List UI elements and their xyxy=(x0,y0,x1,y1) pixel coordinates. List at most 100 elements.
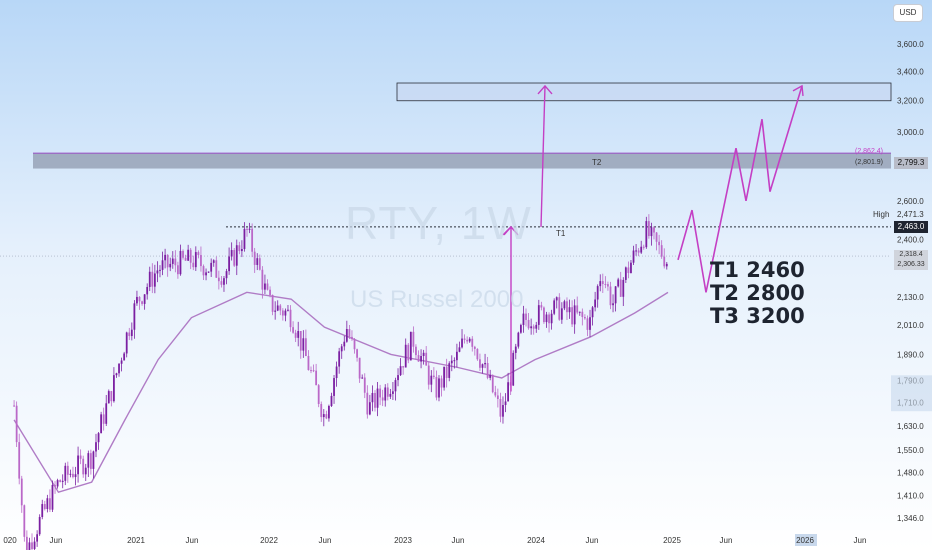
candle-body xyxy=(97,433,100,443)
candle-body xyxy=(77,455,79,475)
candle-body xyxy=(292,327,294,333)
candle-body xyxy=(371,393,374,403)
y-tick-label: 1,346.0 xyxy=(897,514,924,523)
candle-body xyxy=(591,307,594,318)
candle-body xyxy=(210,262,213,272)
candle-body xyxy=(20,478,23,506)
candle-body xyxy=(261,269,264,290)
candle-body xyxy=(558,297,561,320)
candle-body xyxy=(177,265,179,275)
candle-body xyxy=(95,442,97,452)
axis-highlight xyxy=(891,375,932,412)
tag-high-value: 2,471.3 xyxy=(897,210,924,219)
candle-body xyxy=(571,307,573,325)
ma-layer xyxy=(13,291,669,494)
projection-arrowhead-2 xyxy=(792,84,804,96)
candle-body xyxy=(640,246,643,253)
candle-body xyxy=(425,352,428,366)
candle-body xyxy=(479,359,481,368)
candle-body xyxy=(269,289,271,295)
candle-body xyxy=(343,341,346,347)
candle-body xyxy=(328,405,330,419)
candle-body xyxy=(79,455,82,459)
candle-body xyxy=(240,249,243,252)
candle-body xyxy=(46,498,49,510)
x-tick-label: Jun xyxy=(720,536,733,545)
candle-body xyxy=(100,414,103,434)
candle-body xyxy=(302,338,305,351)
y-tick-label: 3,000.0 xyxy=(897,128,924,137)
candle-body xyxy=(489,374,492,378)
candle-body xyxy=(74,474,77,478)
candle-body xyxy=(304,338,307,357)
candle-body xyxy=(642,246,645,248)
candle-body xyxy=(253,251,256,265)
candle-body xyxy=(136,296,138,304)
candle-body xyxy=(64,465,67,481)
candle-body xyxy=(217,277,220,282)
candle-body xyxy=(527,319,530,329)
candle-body xyxy=(345,329,348,342)
projection-line-1b xyxy=(540,85,546,227)
currency-badge[interactable]: USD xyxy=(893,4,923,22)
watermark-name: US Russel 2000 xyxy=(350,286,524,313)
candle-body xyxy=(448,363,451,378)
candle-body xyxy=(665,263,668,267)
candle-body xyxy=(417,355,420,362)
x-tick-label: Jun xyxy=(452,536,465,545)
candle-body xyxy=(184,257,187,261)
candle-body xyxy=(141,301,143,304)
candle-body xyxy=(481,364,484,368)
candle-body xyxy=(125,332,128,354)
y-tick-label: 1,890.0 xyxy=(897,350,924,359)
candle-body xyxy=(322,414,325,418)
candle-body xyxy=(466,339,469,342)
candle-body xyxy=(340,346,343,352)
candle-body xyxy=(409,331,412,361)
candle-body xyxy=(438,378,440,398)
candle-body xyxy=(601,281,604,285)
y-tick-label: 2,130.0 xyxy=(897,293,924,302)
y-tick-label: 1,480.0 xyxy=(897,468,924,477)
candle-body xyxy=(599,281,602,287)
candle-body xyxy=(522,313,525,325)
projection-line-2 xyxy=(677,85,803,293)
candle-body xyxy=(381,397,384,401)
candle-body xyxy=(333,378,335,396)
candle-body xyxy=(256,258,259,265)
candle-body xyxy=(443,366,446,388)
candle-body xyxy=(223,278,225,285)
candle-body xyxy=(607,284,609,287)
x-axis-highlight xyxy=(795,534,817,546)
time-axis[interactable]: 020 Jun 2021 Jun 2022 Jun 2023 Jun 2024 Jun 2025 Ju… xyxy=(3,534,866,546)
candle-body xyxy=(491,374,494,393)
candle-body xyxy=(187,249,190,261)
candle-body xyxy=(120,360,123,364)
candle-body xyxy=(279,305,282,311)
candle-body xyxy=(51,484,54,510)
candle-body xyxy=(36,534,39,542)
candle-body xyxy=(596,286,599,300)
candle-body xyxy=(61,480,64,482)
candle-body xyxy=(200,255,202,267)
tag-zone-top: (2,862.4) xyxy=(855,148,884,155)
candle-body xyxy=(407,344,410,361)
candle-body xyxy=(49,498,51,510)
price-axis[interactable]: 3,600.03,400.03,200.03,000.02,800.02,600… xyxy=(891,40,932,523)
candle-body xyxy=(130,329,133,337)
candle-body xyxy=(248,228,251,230)
candle-body xyxy=(266,283,269,290)
moving-average-line xyxy=(13,291,669,494)
candle-body xyxy=(392,391,394,394)
x-tick-label: 2021 xyxy=(127,536,145,545)
x-tick-label: Jun xyxy=(854,536,867,545)
candle-body xyxy=(630,262,632,274)
y-tick-label: 2,400.0 xyxy=(897,235,924,244)
candle-body xyxy=(632,250,635,263)
candle-body xyxy=(581,311,584,318)
candle-body xyxy=(72,473,74,478)
candle-body xyxy=(537,305,540,325)
candle-body xyxy=(363,377,366,393)
